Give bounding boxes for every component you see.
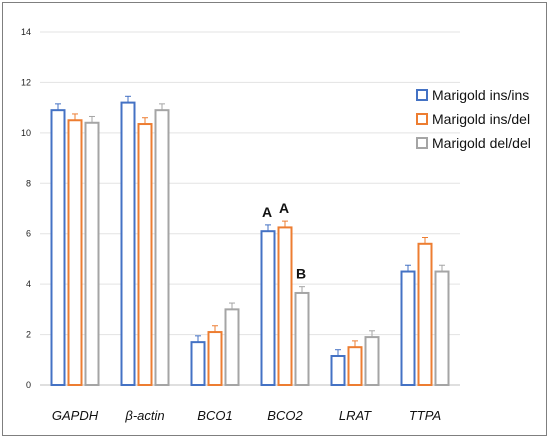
category-label: TTPA (409, 408, 441, 423)
bar (330, 355, 346, 386)
category-label: GAPDH (52, 408, 99, 423)
bar (120, 101, 136, 386)
significance-label: A (262, 204, 272, 220)
legend: Marigold ins/ins Marigold ins/del Marigold… (416, 87, 531, 151)
bar (277, 226, 293, 386)
error-bars (55, 95, 445, 357)
bar (154, 109, 170, 387)
category-label: BCO2 (267, 408, 303, 423)
legend-swatch (416, 137, 428, 149)
bar (84, 121, 100, 387)
bar (67, 119, 83, 386)
legend-label: Marigold ins/del (432, 111, 530, 127)
significance-label: A (279, 200, 289, 216)
bar (434, 270, 450, 386)
bar (400, 270, 416, 386)
significance-labels: A A B (262, 200, 306, 282)
bar (224, 308, 240, 387)
y-tick-label: 6 (26, 229, 31, 239)
legend-swatch (416, 113, 428, 125)
y-tick-label: 10 (21, 128, 31, 138)
legend-label: Marigold del/del (432, 135, 531, 151)
y-tick-label: 2 (26, 330, 31, 340)
bar (294, 291, 310, 387)
category-label: β-actin (124, 408, 164, 423)
bar (137, 123, 153, 387)
y-tick-label: 14 (21, 27, 31, 37)
bar (190, 341, 206, 386)
category-label: LRAT (339, 408, 372, 423)
category-label: BCO1 (197, 408, 232, 423)
bar (260, 230, 276, 386)
y-axis-ticks: 0 2 4 6 8 10 12 14 (21, 27, 31, 390)
bar (207, 331, 223, 386)
gridlines (40, 31, 460, 386)
significance-label: B (296, 266, 306, 282)
bar (417, 242, 433, 386)
bar (347, 346, 363, 386)
legend-label: Marigold ins/ins (432, 87, 529, 103)
legend-swatch (416, 89, 428, 101)
y-tick-label: 4 (26, 279, 31, 289)
y-tick-label: 0 (26, 380, 31, 390)
bar (364, 336, 380, 387)
x-axis-labels: GAPDH β-actin BCO1 BCO2 LRAT TTPA (52, 408, 441, 423)
bar (50, 109, 66, 387)
bars (50, 101, 450, 387)
y-tick-label: 8 (26, 178, 31, 188)
y-tick-label: 12 (21, 77, 31, 87)
